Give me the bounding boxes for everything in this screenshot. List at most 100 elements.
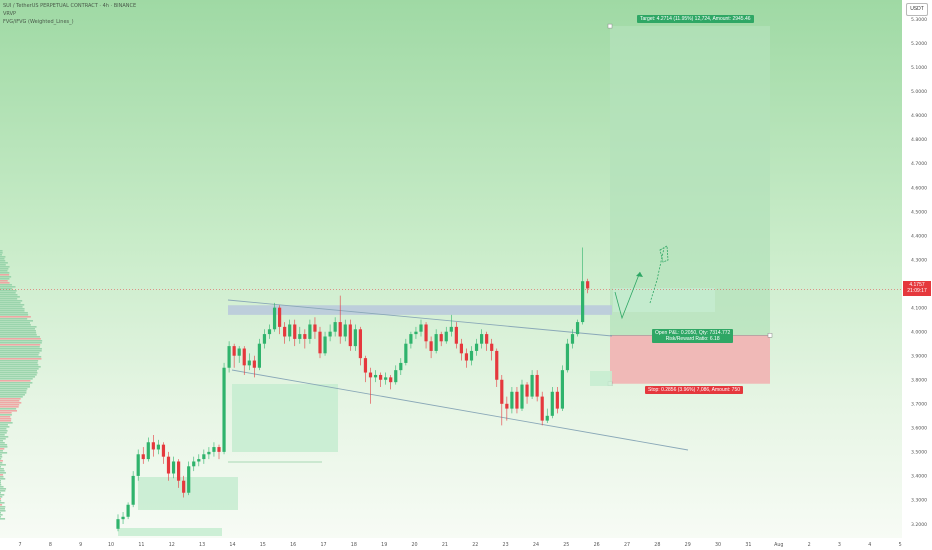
volume-bar: [0, 452, 7, 454]
volume-bar: [0, 294, 17, 296]
volume-bar: [0, 480, 1, 482]
volume-bar: [0, 380, 31, 382]
volume-bar: [0, 430, 8, 432]
candle-body: [556, 392, 559, 409]
volume-bar: [0, 448, 4, 450]
volume-bar: [0, 332, 36, 334]
volume-bar: [0, 290, 17, 292]
candle-body: [238, 349, 241, 356]
candle-body: [298, 334, 301, 339]
currency-badge[interactable]: USDT: [906, 3, 928, 16]
fvg-box: [118, 528, 222, 536]
candle-body: [116, 519, 119, 529]
candle-body: [233, 346, 236, 356]
candle-body: [248, 361, 251, 366]
volume-bar: [0, 406, 19, 408]
candle-body: [318, 332, 321, 354]
candle-body: [147, 442, 150, 459]
candle-body: [485, 334, 488, 344]
volume-bar: [0, 498, 1, 500]
candle-body: [258, 344, 261, 368]
volume-bar: [0, 264, 6, 266]
candle-body: [228, 346, 231, 368]
x-tick-label: 23: [503, 542, 509, 548]
y-tick-label: 4.9000: [911, 113, 927, 119]
volume-bar: [0, 506, 5, 508]
candle: [566, 339, 569, 373]
volume-bar: [0, 356, 41, 358]
candle-body: [212, 447, 215, 452]
volume-bar: [0, 358, 41, 360]
y-tick-label: 4.6000: [911, 185, 927, 191]
volume-bar: [0, 316, 31, 318]
candle-body: [515, 392, 518, 409]
volume-bar: [0, 454, 2, 456]
candle-body: [268, 329, 271, 334]
candle-body: [475, 344, 478, 351]
y-tick-label: 3.9000: [911, 354, 927, 360]
volume-bar: [0, 408, 16, 410]
volume-bar: [0, 466, 1, 468]
volume-bar: [0, 482, 1, 484]
candle-body: [283, 327, 286, 337]
volume-bar: [0, 434, 5, 436]
fvg-box: [590, 371, 612, 386]
indicator-fvg: FVG/iFVG (Weighted_Lines_): [3, 19, 74, 25]
x-tick-label: 18: [351, 542, 357, 548]
volume-bar: [0, 336, 40, 338]
candle-body: [440, 334, 443, 341]
volume-bar: [0, 374, 37, 376]
candle-body: [460, 344, 463, 354]
position-handle: [768, 333, 772, 337]
candle: [132, 471, 135, 507]
volume-bar: [0, 410, 17, 412]
candle-body: [177, 461, 180, 480]
volume-bar: [0, 262, 8, 264]
candle-body: [162, 445, 165, 457]
y-tick-label: 4.5000: [911, 209, 927, 215]
candle-body: [435, 334, 438, 351]
x-tick-label: 28: [654, 542, 660, 548]
candle-body: [354, 329, 357, 346]
volume-bar: [0, 432, 7, 434]
volume-bar: [0, 470, 5, 472]
volume-bar: [0, 494, 4, 496]
volume-bar: [0, 438, 6, 440]
y-tick-label: 4.7000: [911, 161, 927, 167]
candle-body: [379, 375, 382, 380]
candle-body: [510, 392, 513, 409]
candle-body: [409, 334, 412, 344]
y-tick-label: 5.3000: [911, 17, 927, 23]
volume-bar: [0, 338, 41, 340]
candle-body: [192, 461, 195, 466]
x-tick-label: 31: [745, 542, 751, 548]
candle-body: [197, 459, 200, 461]
candle-body: [531, 375, 534, 397]
candle: [187, 461, 190, 495]
candle-body: [349, 324, 352, 346]
candle-body: [414, 332, 417, 334]
volume-bar: [0, 314, 28, 316]
volume-bar: [0, 442, 5, 444]
x-tick-label: 30: [715, 542, 721, 548]
volume-bar: [0, 450, 3, 452]
candle-body: [243, 349, 246, 366]
indicator-vrvp: VRVP: [3, 11, 16, 17]
volume-bar: [0, 344, 40, 346]
candle-body: [172, 461, 175, 473]
candle-body: [389, 377, 392, 382]
volume-bar: [0, 342, 42, 344]
candle-body: [142, 454, 145, 459]
candle-body: [127, 505, 130, 517]
candle-body: [430, 341, 433, 351]
candle-body: [374, 375, 377, 377]
volume-bar: [0, 428, 6, 430]
x-tick-label: 10: [108, 542, 114, 548]
y-tick-label: 5.1000: [911, 65, 927, 71]
volume-bar: [0, 496, 2, 498]
volume-bar: [0, 462, 2, 464]
volume-bar: [0, 492, 1, 494]
x-tick-label: 16: [290, 542, 296, 548]
candle-body: [399, 363, 402, 370]
